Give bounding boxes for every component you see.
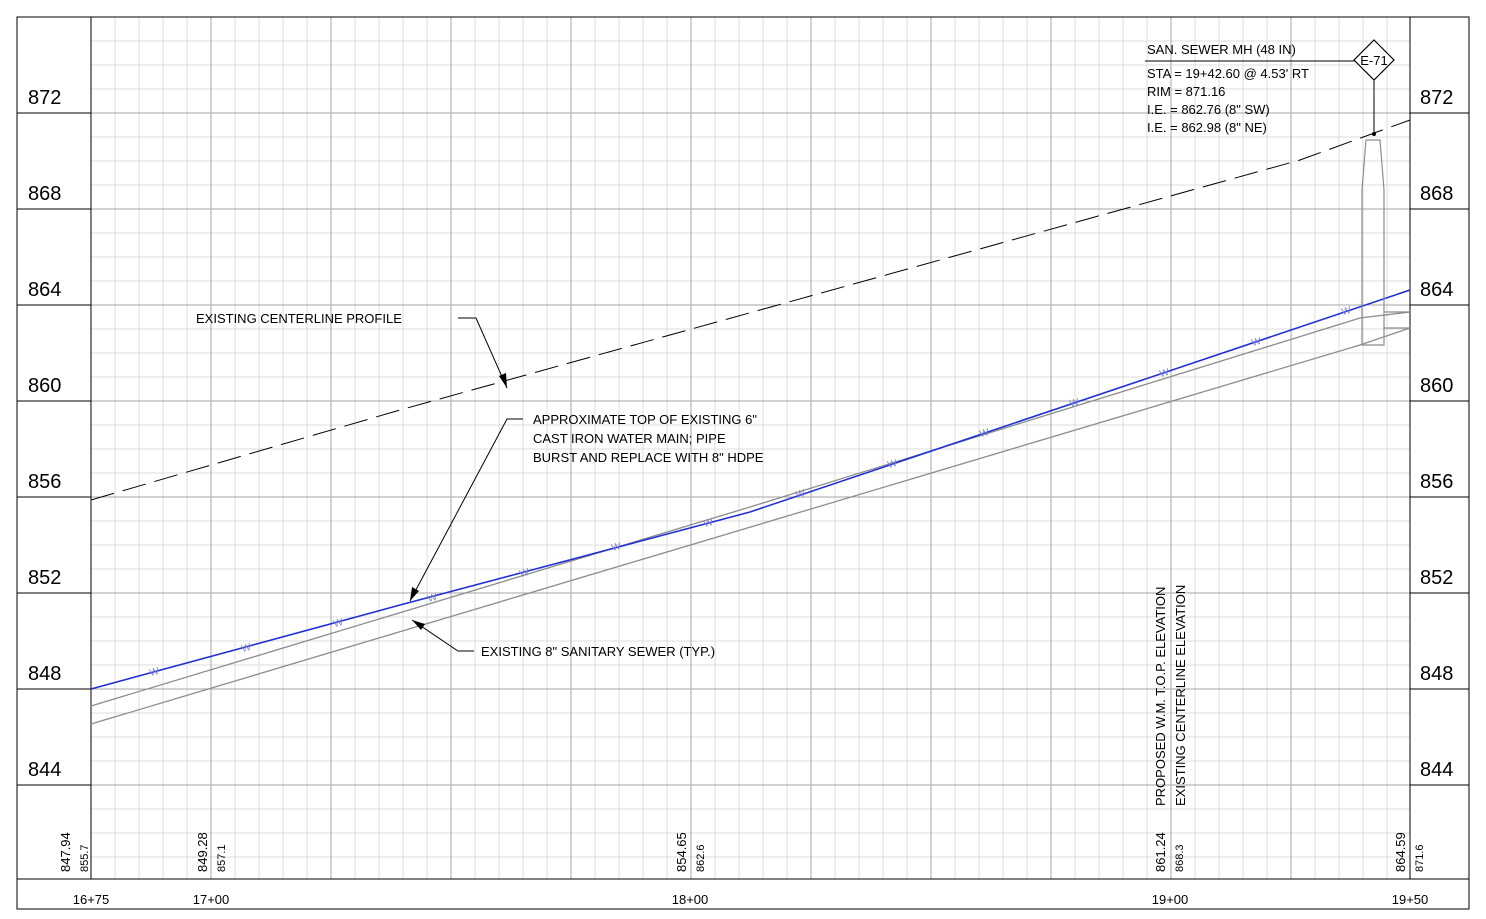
manhole-callout: E-71 SAN. SEWER MH (48 IN) STA = 19+42.6… <box>1145 39 1395 136</box>
station-label: 16+75 <box>73 892 110 907</box>
water-main-marker: W <box>978 427 991 440</box>
manhole-line: STA = 19+42.60 @ 4.53' RT <box>1147 66 1309 81</box>
water-main-marker: W <box>426 592 439 605</box>
elevation-label: 860 <box>1420 375 1453 397</box>
elevation-label: 872 <box>1420 87 1453 109</box>
elevation-rows: 847.94 855.7 849.28 857.1 854.65 862.6 8… <box>58 585 1426 872</box>
water-main-markers: W W W W W W W W W W W W W W <box>148 305 1353 679</box>
station-label: 19+00 <box>1152 892 1189 907</box>
water-main-marker: W <box>148 666 161 679</box>
water-main-marker: W <box>240 642 253 655</box>
water-main-note: APPROXIMATE TOP OF EXISTING 6" CAST IRON… <box>409 412 764 602</box>
major-grid <box>91 17 1410 879</box>
existing-centerline-elevation: 868.3 <box>1174 844 1186 872</box>
elevation-label: 864 <box>1420 279 1453 301</box>
centerline-note: EXISTING CENTERLINE PROFILE <box>196 311 508 389</box>
water-main-marker: W <box>1068 397 1081 410</box>
station-label: 19+50 <box>1392 892 1429 907</box>
water-main-marker: W <box>794 488 807 501</box>
sanitary-sewer <box>90 311 1411 725</box>
manhole-structure <box>1361 139 1410 346</box>
elevation-label: 844 <box>1420 759 1453 781</box>
manhole-tag-icon <box>1353 39 1395 81</box>
elevation-label: 868 <box>1420 183 1453 205</box>
water-main-marker: W <box>702 517 715 530</box>
manhole-line: SAN. SEWER MH (48 IN) <box>1147 42 1296 57</box>
elevation-label: 872 <box>28 87 61 109</box>
centerline-note-text: EXISTING CENTERLINE PROFILE <box>196 311 402 326</box>
existing-centerline-elevation: 862.6 <box>695 844 707 872</box>
elevation-label: 856 <box>1420 471 1453 493</box>
proposed-elevation-row-label: PROPOSED W.M. T.O.P. ELEVATION <box>1153 587 1168 806</box>
water-main-marker: W <box>1158 367 1171 380</box>
manhole-line: RIM = 871.16 <box>1147 84 1225 99</box>
elevation-label: 844 <box>28 759 61 781</box>
water-main-marker: W <box>610 541 623 554</box>
water-main-marker: W <box>518 567 531 580</box>
proposed-top-elevation: 854.65 <box>674 832 689 872</box>
elevation-label: 848 <box>1420 663 1453 685</box>
water-main-marker: W <box>332 617 345 630</box>
station-labels: 16+75 17+00 18+00 19+00 19+50 <box>73 892 1429 907</box>
elevation-labels-right: 872 868 864 860 856 852 848 844 <box>1420 87 1453 781</box>
water-main-note-line: BURST AND REPLACE WITH 8" HDPE <box>533 450 764 465</box>
manhole-line: I.E. = 862.98 (8" NE) <box>1147 120 1267 135</box>
water-main-note-line: APPROXIMATE TOP OF EXISTING 6" <box>533 412 757 427</box>
proposed-top-elevation: 864.59 <box>1393 832 1408 872</box>
sewer-top-line <box>90 311 1411 707</box>
sheet-frame <box>16 16 1470 910</box>
station-label: 18+00 <box>672 892 709 907</box>
existing-centerline-elevation: 871.6 <box>1414 844 1426 872</box>
elevation-label: 848 <box>28 663 61 685</box>
proposed-top-elevation: 849.28 <box>195 832 210 872</box>
manhole-tag: E-71 <box>1360 53 1387 68</box>
existing-centerline-elevation: 855.7 <box>79 844 91 872</box>
sewer-note: EXISTING 8" SANITARY SEWER (TYP.) <box>411 619 715 659</box>
water-main-marker: W <box>886 458 899 471</box>
proposed-top-elevation: 847.94 <box>58 832 73 872</box>
elevation-label: 864 <box>28 279 61 301</box>
elevation-label: 868 <box>28 183 61 205</box>
sewer-bottom-line <box>90 327 1411 725</box>
water-main-marker: W <box>1340 305 1353 318</box>
sewer-note-text: EXISTING 8" SANITARY SEWER (TYP.) <box>481 644 715 659</box>
station-label: 17+00 <box>193 892 230 907</box>
elevation-label: 856 <box>28 471 61 493</box>
water-main-marker: W <box>1250 336 1263 349</box>
manhole-line: I.E. = 862.76 (8" SW) <box>1147 102 1270 117</box>
elevation-label: 860 <box>28 375 61 397</box>
existing-elevation-row-label: EXISTING CENTERLINE ELEVATION <box>1173 585 1188 806</box>
elevation-label: 852 <box>28 567 61 589</box>
elevation-label: 852 <box>1420 567 1453 589</box>
water-main-note-line: CAST IRON WATER MAIN; PIPE <box>533 431 726 446</box>
existing-centerline-elevation: 857.1 <box>216 844 228 872</box>
water-main-line <box>90 289 1411 690</box>
proposed-top-elevation: 861.24 <box>1153 832 1168 872</box>
elevation-labels-left: 872 868 864 860 856 852 848 844 <box>28 87 61 781</box>
